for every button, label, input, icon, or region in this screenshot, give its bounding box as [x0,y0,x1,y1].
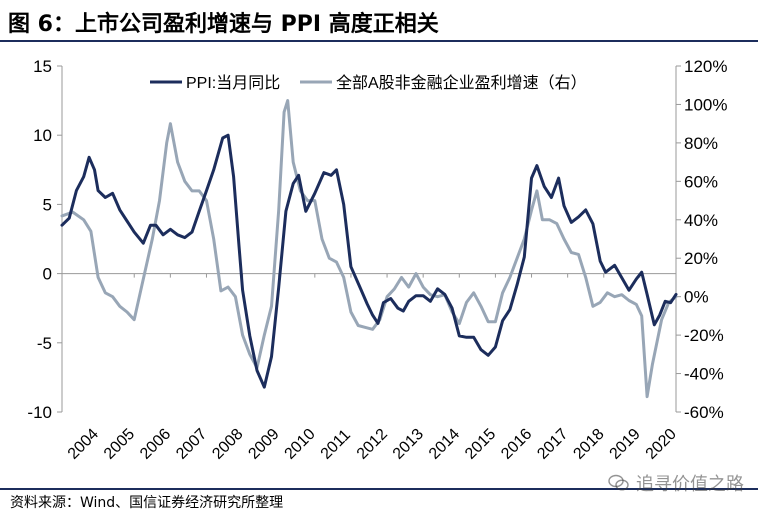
footer-divider [0,488,758,490]
chart-title: 图 6：上市公司盈利增速与 PPI 高度正相关 [8,12,439,37]
x-tick-label: 2019 [607,426,644,463]
x-tick-label: 2011 [318,426,354,462]
legend-label-earnings: 全部A股非金融企业盈利增速（右） [336,74,587,92]
line-chart: 15 10 5 0 -5 -10 120% 100% 80% 60% 40% 20% 0% -20% -4… [27,57,727,463]
x-tick-label: 2020 [643,426,680,463]
right-tick-label: 120% [684,57,727,76]
legend: PPI:当月同比 全部A股非金融企业盈利增速（右） [150,74,587,92]
left-tick-label: -10 [27,403,52,422]
left-tick-label: -5 [37,334,52,353]
wechat-icon [608,474,629,491]
right-axis: 120% 100% 80% 60% 40% 20% 0% -20% -40% -60% [675,57,727,422]
watermark: 追寻价值之路 [608,470,744,496]
right-tick-label: -60% [684,403,724,422]
right-tick-label: 60% [684,172,718,191]
right-tick-label: 100% [684,95,727,114]
x-tick-label: 2004 [65,426,102,463]
right-tick-label: -40% [684,365,724,384]
x-tick-label: 2017 [534,426,571,463]
x-tick-label: 2014 [426,426,463,463]
earnings-series-line [60,99,678,399]
left-tick-label: 15 [33,57,52,76]
x-tick-label: 2015 [462,426,499,463]
right-tick-label: -20% [684,326,724,345]
x-tick-label: 2007 [173,426,210,463]
left-axis: 15 10 5 0 -5 -10 [27,57,63,422]
left-tick-label: 0 [43,265,52,284]
x-tick-label: 2009 [245,426,282,463]
x-tick-label: 2005 [101,426,138,463]
right-tick-label: 0% [684,288,709,307]
x-tick-label: 2010 [282,426,319,463]
title-bar: 图 6：上市公司盈利增速与 PPI 高度正相关 [0,0,758,42]
source-note: 资料来源：Wind、国信证券经济研究所整理 [10,495,284,511]
left-tick-label: 10 [33,126,52,145]
right-tick-label: 20% [684,249,718,268]
x-tick-label: 2016 [498,426,535,463]
right-tick-label: 80% [684,134,718,153]
ppi-series-line [60,133,678,389]
series-layer [60,99,678,399]
x-tick-label: 2012 [354,426,391,463]
legend-label-ppi: PPI:当月同比 [186,74,280,92]
x-tick-label: 2013 [390,426,427,463]
x-tick-label: 2008 [209,426,246,463]
x-tick-label: 2006 [137,426,174,463]
right-tick-label: 40% [684,211,718,230]
watermark-text: 追寻价值之路 [636,474,744,495]
left-tick-label: 5 [43,195,52,214]
x-tick-label: 2018 [570,426,607,463]
